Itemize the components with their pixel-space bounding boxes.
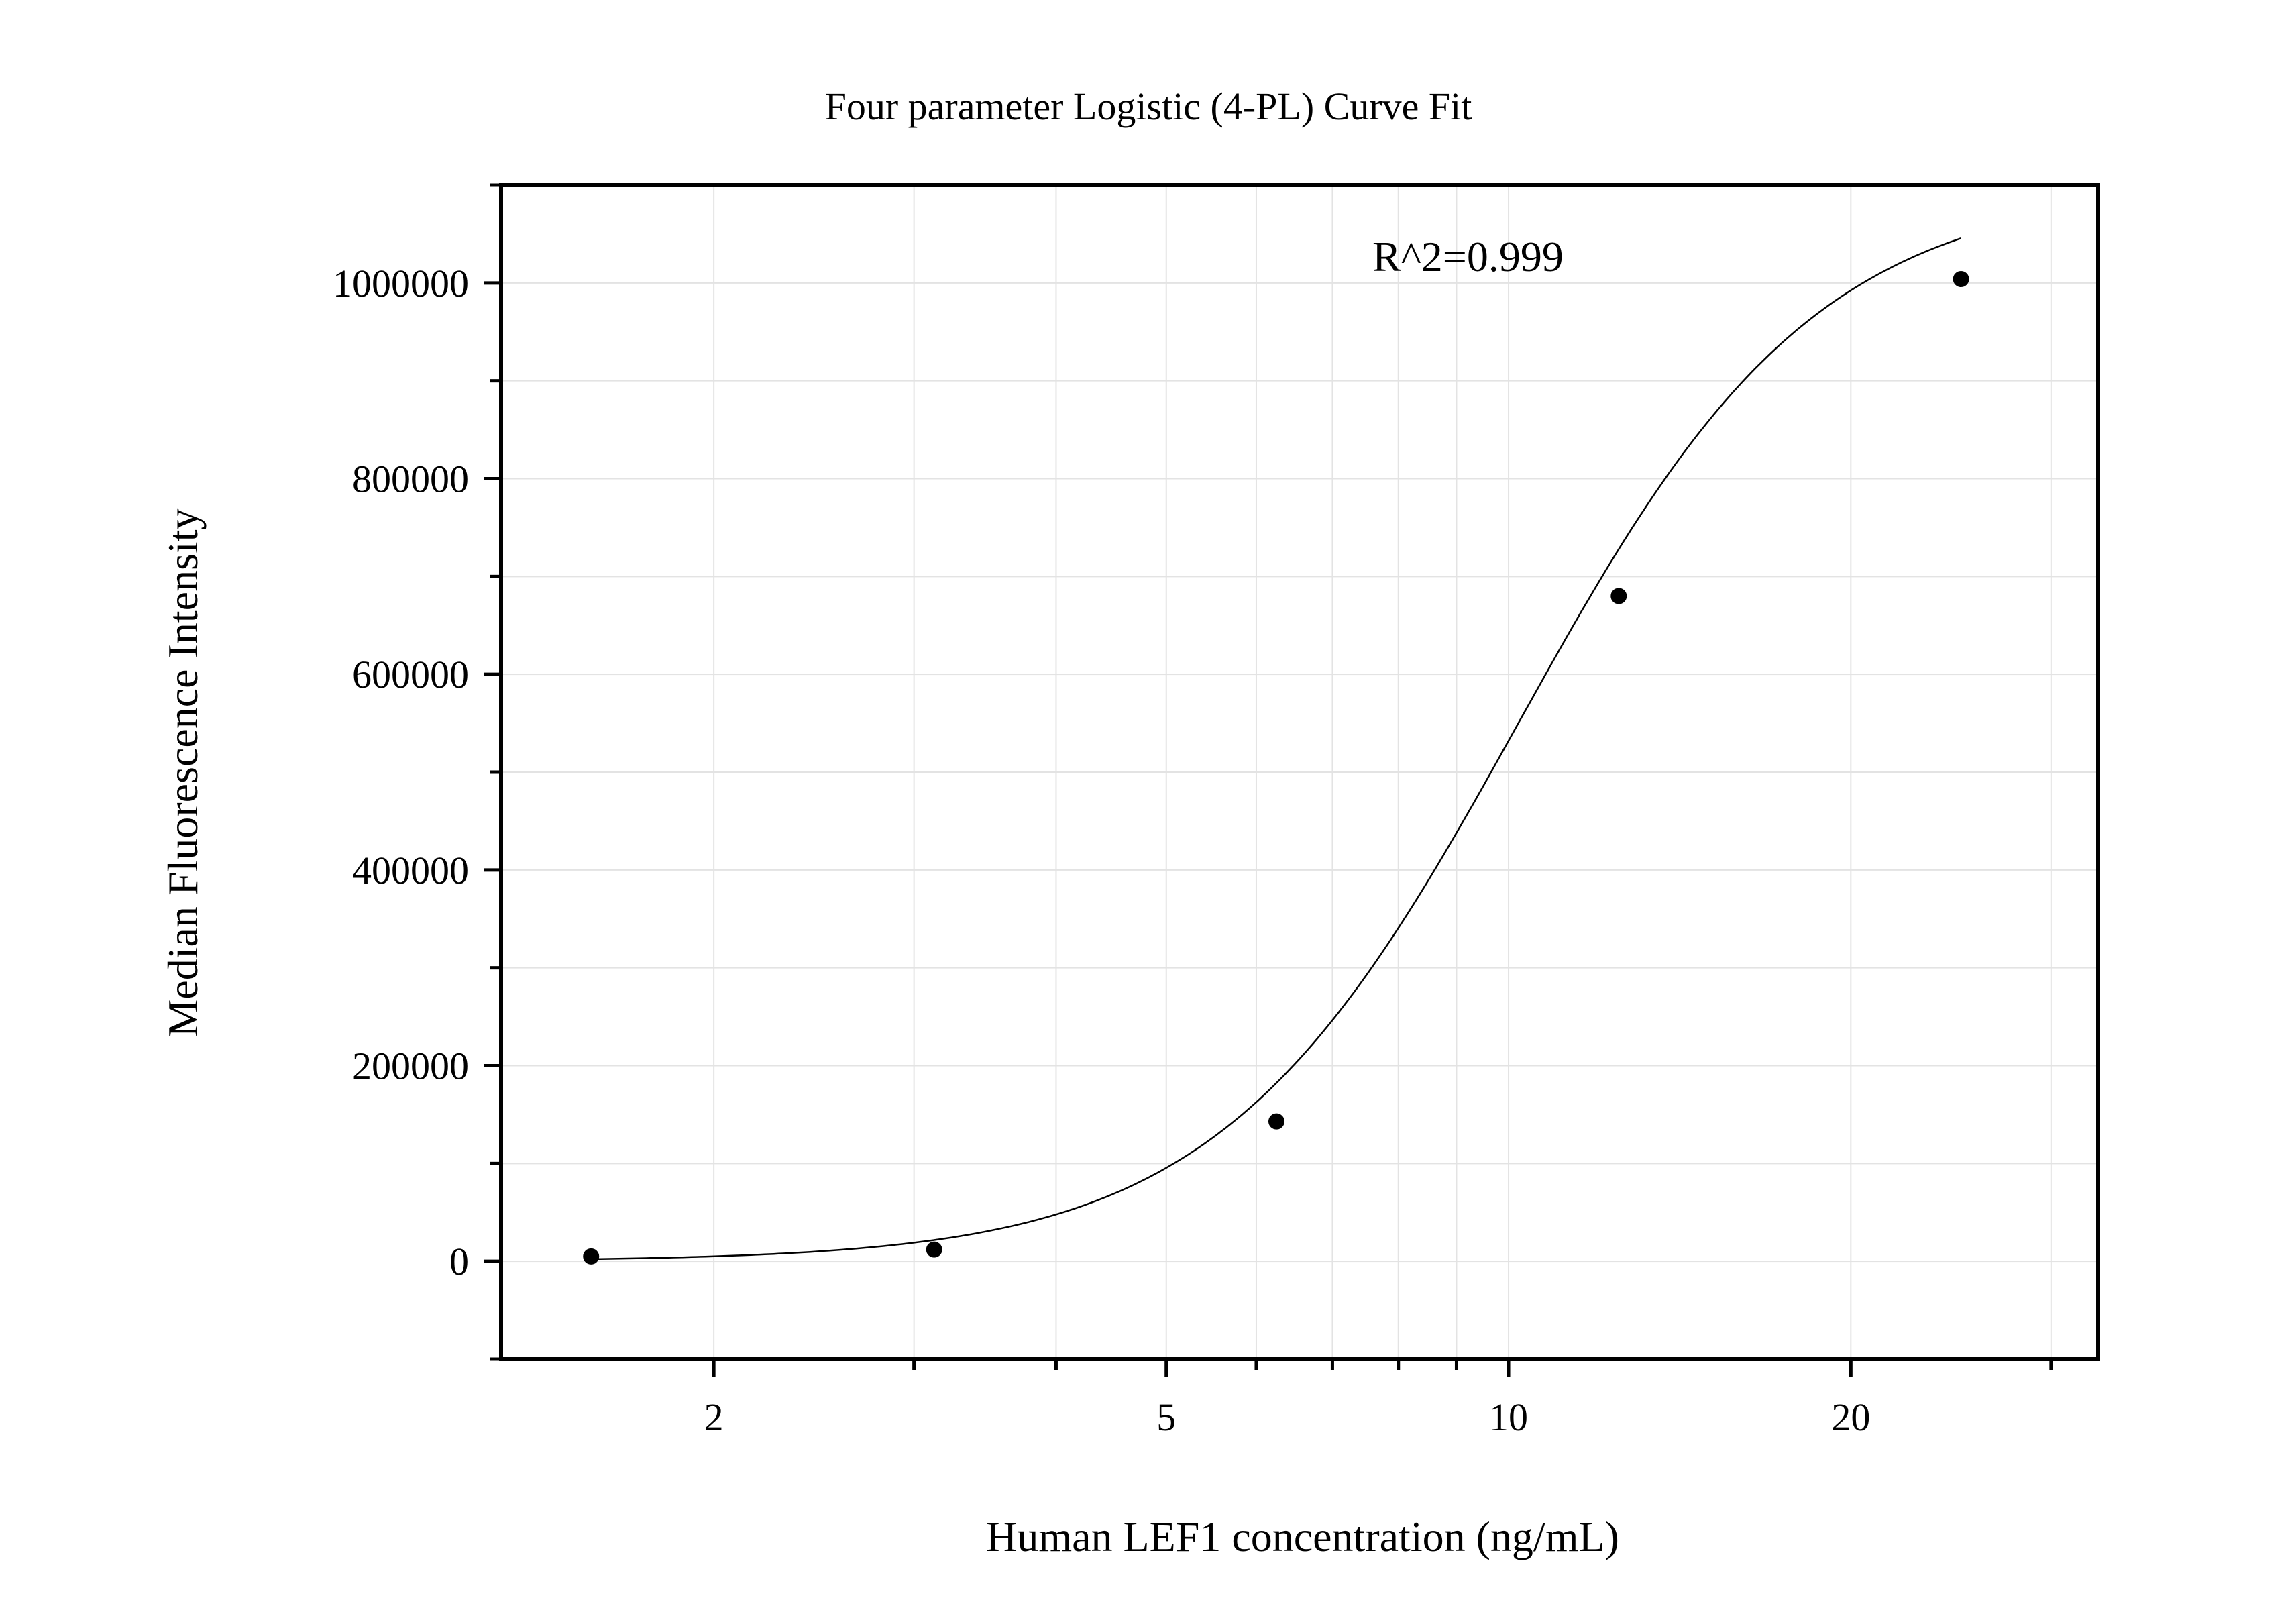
r-squared-annotation: R^2=0.999 (1372, 233, 1564, 280)
x-tick-label: 2 (704, 1395, 724, 1439)
data-point (926, 1241, 942, 1258)
x-tick-label: 20 (1831, 1395, 1870, 1439)
x-tick-label: 5 (1156, 1395, 1176, 1439)
fit-curve-layer (591, 237, 1962, 1261)
y-tick-label: 1000000 (333, 262, 469, 305)
data-point (1953, 271, 1969, 287)
y-tick-label: 200000 (352, 1045, 469, 1088)
chart-title: Four parameter Logistic (4-PL) Curve Fit (825, 85, 1472, 128)
axis-ticks (484, 183, 2053, 1377)
data-points (583, 271, 1969, 1265)
y-axis-label: Median Fluorescence Intensity (159, 508, 207, 1037)
data-point (1268, 1113, 1285, 1130)
data-point (583, 1248, 600, 1265)
x-axis-label: Human LEF1 concentration (ng/mL) (986, 1513, 1619, 1560)
data-point (1610, 588, 1627, 604)
tick-labels: 2 5 10 20 0 200000 400000 600000 800000 1000000 (333, 262, 1870, 1439)
fit-curve (591, 237, 1962, 1261)
grid-lines (501, 185, 2098, 1359)
y-tick-label: 800000 (352, 458, 469, 501)
x-tick-label: 10 (1489, 1395, 1528, 1439)
y-tick-label: 600000 (352, 653, 469, 696)
y-tick-label: 0 (449, 1240, 469, 1283)
y-tick-label: 400000 (352, 849, 469, 892)
